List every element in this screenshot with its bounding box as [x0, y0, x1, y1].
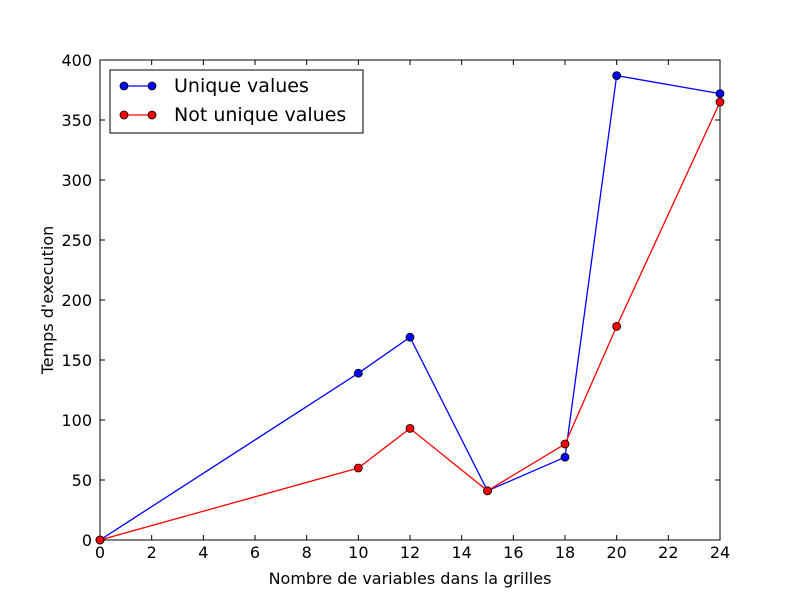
data-point-0: [560, 452, 570, 462]
legend-marker-1: [147, 110, 157, 120]
y-tick-label: 50: [72, 471, 92, 490]
x-tick-label: 20: [606, 543, 626, 562]
data-point-0: [715, 89, 725, 98]
legend-label-0: Unique values: [174, 75, 309, 97]
x-tick-label: 16: [503, 543, 523, 562]
axis-ticks: 0 2 4 6 8 10 12 14 16 18 20 22 240501001502002503003…: [61, 51, 730, 562]
data-point-0: [353, 368, 363, 378]
x-tick-label: 4: [198, 543, 208, 562]
y-tick-label: 400: [61, 51, 92, 70]
data-point-1: [560, 439, 570, 449]
y-axis-label: Temps d'execution: [38, 226, 57, 376]
y-tick-label: 0: [82, 531, 92, 550]
legend-box: [109, 69, 364, 134]
x-tick-label: 2: [147, 543, 157, 562]
y-tick-label: 150: [61, 351, 92, 370]
data-point-0: [612, 71, 622, 80]
x-tick-label: 10: [348, 543, 368, 562]
data-point-1: [405, 423, 415, 433]
y-tick-label: 250: [61, 231, 92, 250]
x-tick-label: 18: [555, 543, 575, 562]
series-line-0: [99, 74, 721, 541]
x-tick-label: 24: [710, 543, 730, 562]
x-axis-label: Nombre de variables dans la grilles: [269, 569, 552, 588]
legend-marker-0: [147, 81, 157, 91]
plot-area: [99, 74, 721, 541]
y-tick-label: 300: [61, 171, 92, 190]
data-points: [95, 71, 725, 545]
y-tick-label: 100: [61, 411, 92, 430]
x-tick-label: 6: [250, 543, 260, 562]
x-tick-label: 12: [400, 543, 420, 562]
data-point-1: [353, 463, 363, 473]
data-point-1: [483, 486, 492, 496]
y-tick-label: 350: [61, 111, 92, 130]
series-line-1: [99, 101, 721, 541]
legend-marker-1: [119, 110, 129, 120]
data-point-1: [612, 321, 622, 331]
x-tick-label: 14: [451, 543, 471, 562]
x-tick-label: 22: [658, 543, 678, 562]
data-point-0: [405, 332, 415, 342]
y-tick-label: 200: [61, 291, 92, 310]
x-tick-label: 8: [302, 543, 312, 562]
data-point-1: [95, 535, 105, 545]
x-tick-label: 0: [95, 543, 105, 562]
legend-marker-0: [119, 81, 129, 91]
legend-label-1: Not unique values: [174, 104, 346, 126]
legend: Unique values Not unique values: [109, 69, 364, 134]
data-point-1: [715, 97, 725, 107]
